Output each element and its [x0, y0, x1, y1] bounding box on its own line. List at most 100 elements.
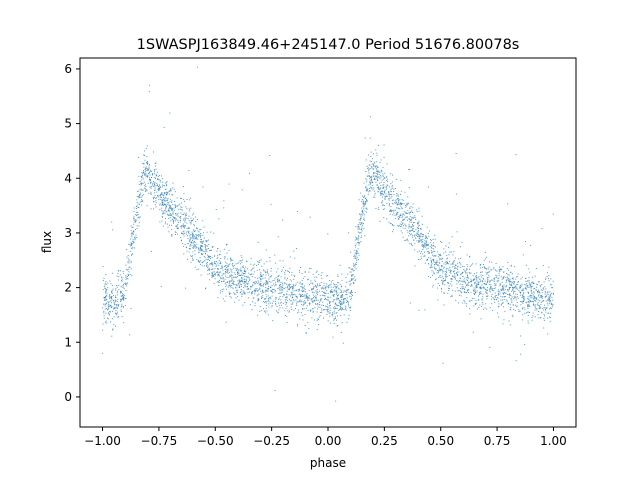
data-point: [176, 197, 178, 199]
data-point: [341, 322, 343, 324]
data-point: [169, 204, 171, 206]
data-point: [327, 233, 329, 235]
data-point: [158, 196, 160, 198]
data-point: [328, 306, 330, 308]
data-point: [549, 316, 551, 318]
data-point: [508, 288, 510, 290]
data-point: [260, 309, 262, 311]
data-point: [530, 295, 532, 297]
data-point: [382, 166, 384, 168]
data-point: [170, 207, 172, 209]
data-point: [278, 279, 280, 281]
data-point: [347, 273, 349, 275]
data-point: [329, 309, 331, 311]
data-point: [112, 294, 114, 296]
data-point: [315, 276, 317, 278]
data-point: [337, 294, 339, 296]
data-point: [384, 198, 386, 200]
data-point: [102, 280, 104, 282]
data-point: [170, 209, 172, 211]
data-point: [140, 184, 142, 186]
data-point: [192, 259, 194, 261]
data-point: [135, 234, 137, 236]
data-point: [348, 280, 350, 282]
data-point: [406, 238, 408, 240]
data-point: [385, 185, 387, 187]
data-point: [260, 278, 262, 280]
data-point: [114, 303, 116, 305]
data-point: [207, 255, 209, 257]
data-point: [469, 308, 471, 310]
data-point: [241, 189, 243, 191]
data-point: [379, 182, 381, 184]
data-point: [122, 298, 124, 300]
data-point: [447, 262, 449, 264]
data-point: [201, 254, 203, 256]
data-point: [266, 287, 268, 289]
data-point: [227, 286, 229, 288]
data-point: [312, 308, 314, 310]
data-point: [505, 279, 507, 281]
data-point: [474, 283, 476, 285]
data-point: [516, 287, 518, 289]
data-point: [141, 175, 143, 177]
data-point: [495, 269, 497, 271]
data-point: [233, 276, 235, 278]
data-point: [212, 268, 214, 270]
data-point: [357, 248, 359, 250]
data-point: [260, 296, 262, 298]
data-point: [445, 273, 447, 275]
data-point: [383, 156, 385, 158]
data-point: [290, 306, 292, 308]
data-point: [146, 189, 148, 191]
data-point: [114, 300, 116, 302]
data-point: [284, 315, 286, 317]
data-point: [288, 289, 290, 291]
data-point: [386, 218, 388, 220]
data-point: [398, 225, 400, 227]
data-point: [499, 285, 501, 287]
data-point: [474, 279, 476, 281]
data-point: [529, 295, 531, 297]
data-point: [425, 243, 427, 245]
data-point: [288, 294, 290, 296]
data-point: [511, 281, 513, 283]
data-point: [277, 288, 279, 290]
data-point: [180, 218, 182, 220]
data-point: [480, 286, 482, 288]
data-point: [172, 220, 174, 222]
data-point: [528, 298, 530, 300]
data-point: [409, 207, 411, 209]
data-point: [514, 266, 516, 268]
data-point: [149, 180, 151, 182]
data-point: [211, 273, 213, 275]
data-point: [226, 244, 228, 246]
data-point: [229, 280, 231, 282]
data-point: [257, 261, 259, 263]
data-point: [208, 267, 210, 269]
data-point: [282, 286, 284, 288]
data-point: [138, 195, 139, 197]
data-point: [133, 231, 135, 233]
data-point: [158, 190, 160, 192]
data-point: [499, 269, 501, 271]
data-point: [348, 305, 350, 307]
data-point: [151, 185, 153, 187]
data-point: [158, 198, 160, 200]
data-point: [534, 300, 536, 302]
data-point: [395, 199, 397, 201]
data-point: [388, 221, 390, 223]
data-point: [312, 283, 314, 285]
data-point: [417, 259, 419, 261]
data-point: [166, 223, 168, 225]
data-point: [208, 279, 210, 281]
data-point: [272, 291, 274, 293]
data-point: [403, 218, 405, 220]
data-point: [155, 173, 157, 175]
data-point: [508, 283, 510, 285]
data-point: [286, 305, 288, 307]
data-point: [188, 219, 190, 221]
data-point: [448, 254, 450, 256]
data-point: [461, 280, 463, 282]
data-point: [254, 263, 256, 265]
